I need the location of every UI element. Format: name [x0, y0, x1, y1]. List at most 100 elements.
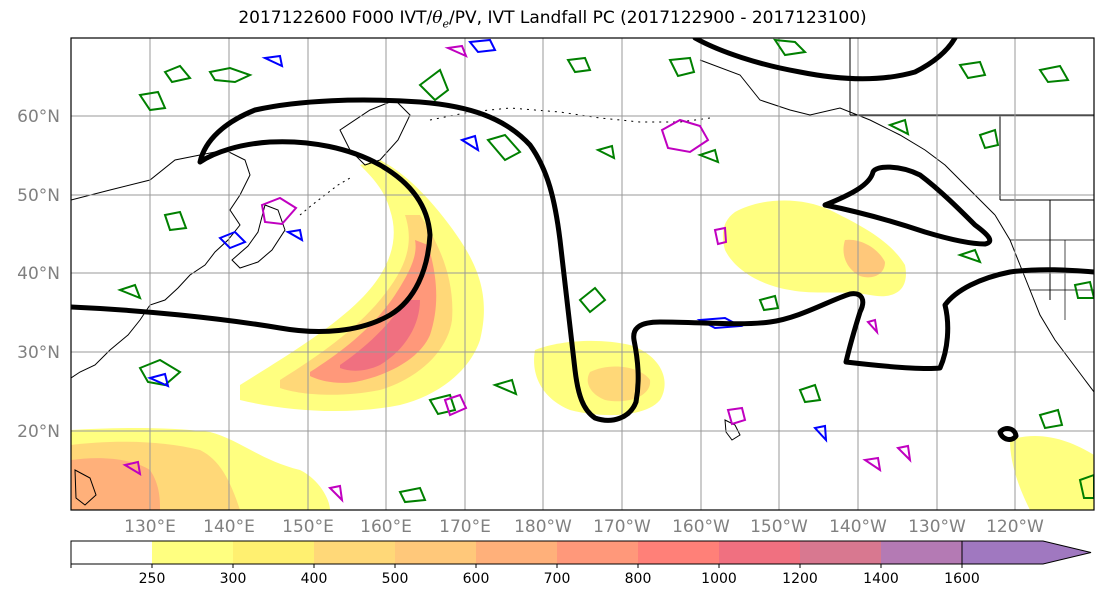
theta-e-contour — [1038, 408, 1064, 430]
theta-e-contour — [772, 38, 808, 57]
theta-e-contour — [138, 358, 182, 387]
pc-contour-gulf-alaska — [822, 164, 993, 247]
taiwan-philippines-coastline — [74, 469, 97, 506]
theta-e-contour — [958, 60, 987, 80]
lon-label-130w: 130°W — [908, 517, 966, 537]
title-prefix: 2017122600 F000 IVT/ — [238, 8, 433, 28]
us-states — [1010, 239, 1094, 320]
pv-contour-magenta — [443, 393, 468, 417]
lat-label-20n: 20°N — [17, 422, 60, 442]
theta-e-contour — [117, 283, 142, 300]
lon-label-120w: 120°W — [986, 517, 1044, 537]
map-panel — [71, 38, 1094, 510]
colorbar-extend-arrow — [961, 540, 1092, 565]
colorbar-segment — [233, 541, 314, 564]
north-america-coastline — [994, 214, 1094, 393]
lat-label-40n: 40°N — [17, 264, 60, 284]
pv-contour-blue — [813, 424, 828, 443]
pv-contour-blue — [261, 54, 284, 68]
lon-label-140w: 140°W — [829, 517, 887, 537]
lat-label-60n: 60°N — [17, 107, 60, 127]
colorbar-segment — [395, 541, 476, 564]
colorbar-segment — [881, 541, 962, 564]
pv-contour-blue — [218, 230, 247, 250]
theta-e-contour — [208, 66, 253, 84]
theta-e-contour — [758, 294, 780, 312]
lat-label-30n: 30°N — [17, 343, 60, 363]
pv-contour-magenta — [726, 406, 747, 426]
pv-contour-magenta — [444, 44, 468, 58]
pv-contour-magenta — [260, 196, 298, 226]
pv-contour-magenta — [866, 318, 879, 336]
theta-e-contour — [1038, 64, 1070, 84]
theta-e-contour — [697, 148, 720, 164]
latitude-labels: 60°N 50°N 40°N 30°N 20°N — [17, 107, 60, 442]
title-suffix: /PV, IVT Landfall PC (2017122900 - 20171… — [449, 8, 867, 28]
colorbar-segment — [638, 541, 719, 564]
colorbar-tick-label: 1600 — [944, 571, 980, 587]
theta-e-contour — [163, 64, 192, 84]
pv-contour-blue — [147, 372, 170, 388]
colorbar-tick-label: 1000 — [701, 571, 737, 587]
theta-e-contour — [492, 378, 518, 396]
gridlines — [71, 38, 1094, 510]
colorbar-segment — [476, 541, 557, 564]
lon-label-130e: 130°E — [124, 517, 176, 537]
theta-e-contours — [117, 38, 1094, 504]
theta-e-contour — [887, 118, 910, 136]
pv-contours-magenta — [122, 44, 912, 503]
theta-e-contour — [978, 128, 1000, 150]
theta-subscript: e — [442, 17, 450, 31]
pc-contour-west-north — [71, 97, 1094, 423]
colorbar-segment — [719, 541, 800, 564]
lon-label-150w: 150°W — [750, 517, 808, 537]
theta-e-contour — [428, 393, 457, 416]
pv-contour-magenta — [122, 460, 142, 476]
theta-e-contour — [1078, 473, 1094, 499]
colorbar-tick-label: 800 — [625, 571, 652, 587]
colorbar-tick-label: 600 — [463, 571, 490, 587]
lon-label-170w: 170°W — [593, 517, 651, 537]
theta-e-contour — [668, 56, 696, 78]
colorbar-tick-label: 300 — [220, 571, 247, 587]
pv-contour-magenta — [660, 118, 710, 154]
ivt-landfall-pc-contour — [71, 38, 1094, 442]
pv-contour-blue — [459, 134, 480, 153]
canada-provinces — [850, 114, 1094, 300]
ivt-fill-core — [340, 300, 420, 371]
theta-e-contour — [398, 486, 427, 504]
theta-e-contour — [956, 248, 982, 264]
pc-contour-small — [997, 426, 1019, 442]
land-outline-layer — [71, 38, 1094, 506]
theta-e-contour — [595, 144, 616, 160]
theta-e-contour — [138, 90, 167, 112]
ivt-fill-subtropical-inner — [587, 366, 651, 402]
map-frame — [70, 37, 1095, 511]
pv-contour-magenta — [713, 226, 728, 246]
theta-symbol: θ — [432, 8, 443, 28]
aleutian-islands — [429, 107, 711, 123]
colorbar-tick-label: 400 — [301, 571, 328, 587]
longitude-labels: 130°E 140°E 150°E 160°E 170°E 180°W 170°… — [124, 517, 1044, 537]
colorbar-segment — [314, 541, 395, 564]
colorbar-tick-label: 500 — [382, 571, 409, 587]
alaska-coastline — [699, 59, 996, 216]
japan-coastline — [231, 204, 286, 269]
lon-label-140e: 140°E — [203, 517, 255, 537]
map-title: 2017122600 F000 IVT/θe/PV, IVT Landfall … — [0, 8, 1105, 30]
pv-contour-magenta — [327, 484, 344, 503]
colorbar: 250 300 400 500 600 700 800 1000 1200 1400 1600 — [70, 540, 1092, 587]
ivt-fill-layer — [71, 160, 1094, 510]
theta-e-contour — [1073, 280, 1094, 299]
colorbar-segment — [557, 541, 638, 564]
asia-coastline — [71, 149, 251, 379]
theta-e-contour — [578, 286, 607, 314]
pv-contour-blue — [468, 38, 497, 54]
theta-e-contour — [566, 56, 592, 74]
colorbar-tick-label: 700 — [544, 571, 571, 587]
theta-e-contour — [418, 68, 450, 102]
ivt-fill-inner — [310, 240, 437, 383]
colorbar-tick-label: 1400 — [863, 571, 899, 587]
colorbar-tick-label: 250 — [139, 571, 166, 587]
